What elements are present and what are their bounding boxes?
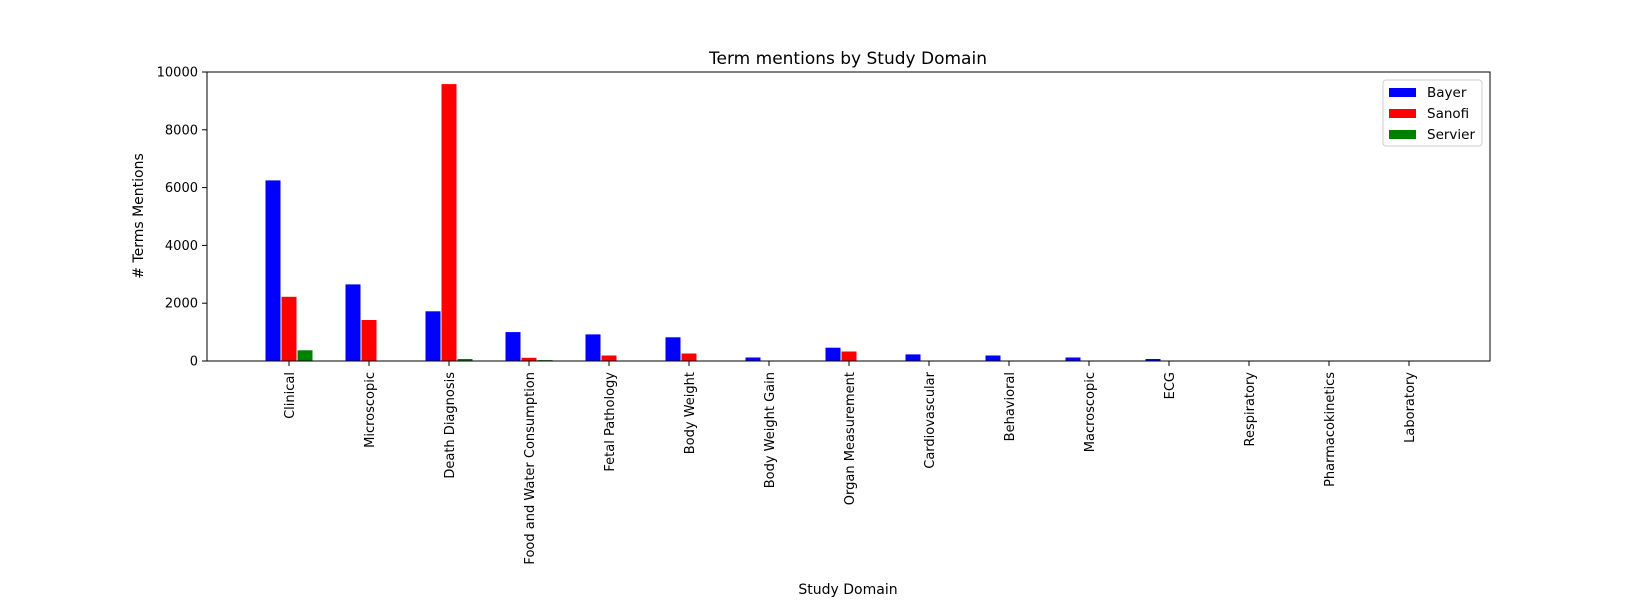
- bar-bayer-1: [345, 284, 361, 361]
- x-tick-label: Cardiovascular: [923, 371, 938, 468]
- x-tick-label: ECG: [1163, 372, 1178, 399]
- y-tick-label: 4000: [165, 239, 198, 254]
- bar-bayer-10: [1065, 357, 1081, 361]
- bar-bayer-6: [745, 357, 761, 361]
- legend: Bayer Sanofi Servier: [1382, 79, 1483, 147]
- bar-bayer-11: [1145, 359, 1161, 361]
- legend-label-sanofi: Sanofi: [1427, 106, 1469, 122]
- y-axis: 0 2000 4000 6000 8000 10000: [157, 66, 207, 370]
- legend-swatch-sanofi: [1389, 109, 1416, 118]
- x-tick-label: Microscopic: [363, 372, 378, 448]
- bar-bayer-9: [985, 355, 1001, 361]
- y-tick-label: 8000: [165, 123, 198, 138]
- x-tick-label: Fetal Pathology: [603, 372, 618, 472]
- bar-bayer-8: [905, 354, 921, 361]
- bar-sanofi-5: [681, 353, 697, 361]
- bar-sanofi-1: [361, 320, 377, 361]
- legend-label-bayer: Bayer: [1427, 85, 1467, 101]
- bar-bayer-7: [825, 347, 841, 361]
- y-tick-label: 2000: [165, 297, 198, 312]
- bar-bayer-4: [585, 334, 601, 361]
- y-tick-label: 6000: [165, 181, 198, 196]
- y-tick-label: 10000: [157, 66, 198, 81]
- x-tick-label: Pharmacokinetics: [1323, 372, 1338, 487]
- x-tick-label: Body Weight Gain: [763, 372, 778, 488]
- x-tick-label: Macroscopic: [1083, 372, 1098, 452]
- plot-frame: [206, 71, 1491, 362]
- x-tick-label: Body Weight: [683, 372, 698, 454]
- bars-layer: [265, 84, 1161, 361]
- chart-title: Term mentions by Study Domain: [708, 49, 987, 69]
- bar-sanofi-0: [281, 296, 297, 361]
- x-tick-label: Organ Measurement: [843, 372, 858, 505]
- bar-sanofi-7: [841, 351, 857, 361]
- bar-servier-2: [457, 359, 473, 361]
- bar-servier-0: [297, 350, 313, 361]
- x-tick-label: Death Diagnosis: [443, 372, 458, 479]
- legend-swatch-servier: [1389, 130, 1416, 139]
- x-axis-title: Study Domain: [798, 582, 897, 598]
- x-tick-label: Clinical: [283, 372, 298, 419]
- bar-sanofi-2: [441, 84, 457, 361]
- x-axis: Clinical Microscopic Death Diagnosis Food a…: [283, 361, 1418, 565]
- bar-bayer-5: [665, 337, 681, 361]
- legend-swatch-bayer: [1389, 88, 1416, 97]
- y-tick-label: 0: [190, 355, 198, 370]
- x-tick-label: Respiratory: [1243, 372, 1258, 447]
- x-tick-label: Behavioral: [1003, 372, 1018, 441]
- bar-bayer-0: [265, 180, 281, 361]
- bar-sanofi-3: [521, 357, 537, 361]
- bar-bayer-3: [505, 332, 521, 361]
- y-axis-title: # Terms Mentions: [131, 153, 147, 279]
- x-tick-label: Food and Water Consumption: [523, 372, 538, 565]
- bar-bayer-2: [425, 311, 441, 361]
- bar-sanofi-4: [601, 355, 617, 361]
- legend-label-servier: Servier: [1427, 127, 1475, 143]
- x-tick-label: Laboratory: [1403, 372, 1418, 443]
